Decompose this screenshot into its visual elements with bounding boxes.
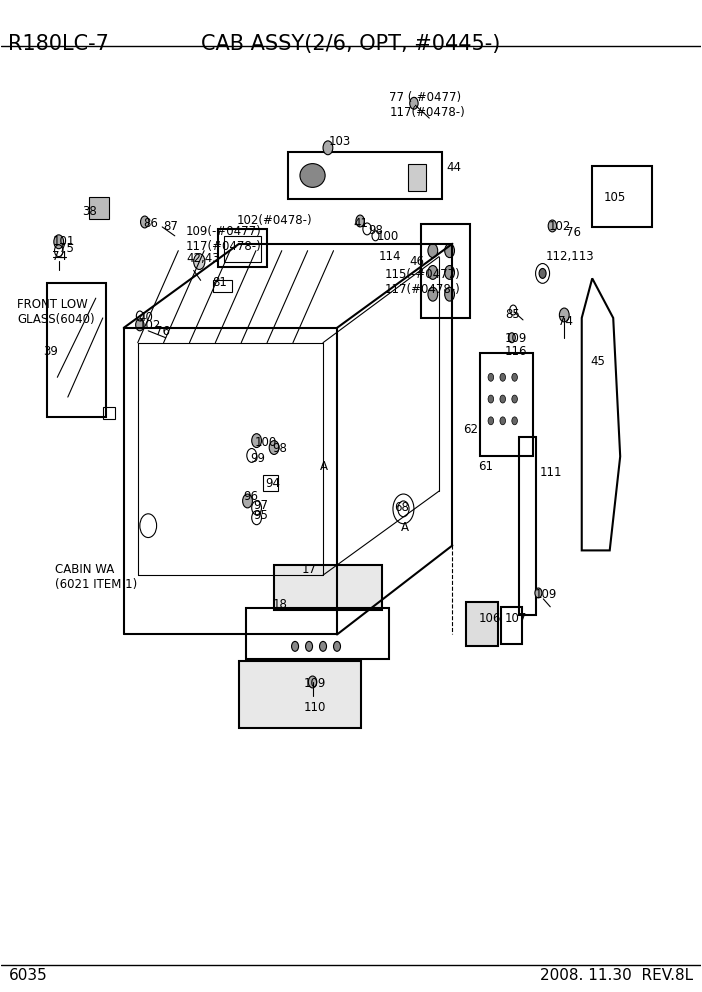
Bar bbox=[218, 229, 267, 267]
Text: 109: 109 bbox=[534, 588, 557, 601]
Bar bbox=[246, 608, 390, 660]
Circle shape bbox=[291, 642, 298, 652]
Bar bbox=[89, 197, 109, 219]
Circle shape bbox=[333, 642, 340, 652]
Circle shape bbox=[428, 244, 438, 258]
Circle shape bbox=[243, 494, 253, 508]
Circle shape bbox=[194, 254, 205, 270]
Bar bbox=[274, 565, 383, 610]
Text: 6035: 6035 bbox=[8, 968, 47, 983]
Text: CAB ASSY(2/6, OPT, #0445-): CAB ASSY(2/6, OPT, #0445-) bbox=[201, 34, 501, 54]
Text: 110: 110 bbox=[303, 701, 326, 714]
Text: 100: 100 bbox=[255, 436, 277, 449]
Text: 74: 74 bbox=[53, 250, 67, 263]
Circle shape bbox=[500, 395, 505, 403]
Text: 97: 97 bbox=[253, 499, 268, 513]
Bar bbox=[102, 407, 115, 419]
Text: 81: 81 bbox=[213, 276, 227, 289]
Text: 111: 111 bbox=[540, 466, 562, 479]
Bar bbox=[421, 224, 470, 318]
Text: 17: 17 bbox=[302, 562, 317, 575]
Text: 109(-#0477)
117(#0478-): 109(-#0477) 117(#0478-) bbox=[186, 225, 262, 253]
Text: 95: 95 bbox=[253, 509, 268, 522]
Circle shape bbox=[428, 266, 438, 280]
Text: 46: 46 bbox=[410, 255, 425, 268]
Circle shape bbox=[319, 642, 326, 652]
Circle shape bbox=[559, 309, 569, 321]
Circle shape bbox=[135, 319, 144, 330]
Bar bbox=[263, 475, 278, 491]
Text: 45: 45 bbox=[590, 355, 605, 368]
Bar bbox=[288, 152, 442, 199]
Text: 40: 40 bbox=[138, 311, 153, 324]
Text: 2008. 11.30  REV.8L: 2008. 11.30 REV.8L bbox=[541, 968, 694, 983]
Text: 61: 61 bbox=[478, 460, 494, 473]
Text: A: A bbox=[402, 521, 409, 534]
Text: 115(-#0477)
117(#0478-): 115(-#0477) 117(#0478-) bbox=[385, 268, 461, 297]
Text: 41: 41 bbox=[354, 217, 369, 230]
Circle shape bbox=[444, 244, 454, 258]
Text: 76: 76 bbox=[155, 325, 170, 338]
Circle shape bbox=[323, 141, 333, 155]
Text: 109: 109 bbox=[505, 332, 527, 345]
Circle shape bbox=[410, 97, 418, 109]
Circle shape bbox=[488, 417, 494, 425]
Text: 114: 114 bbox=[379, 250, 402, 263]
Circle shape bbox=[548, 220, 557, 232]
Text: 94: 94 bbox=[265, 476, 281, 490]
Bar bbox=[47, 284, 106, 417]
Bar bbox=[519, 436, 536, 615]
Text: 86: 86 bbox=[143, 217, 158, 230]
Text: CABIN WA
(6021 ITEM 1): CABIN WA (6021 ITEM 1) bbox=[55, 563, 137, 591]
Text: 102: 102 bbox=[138, 319, 161, 332]
Circle shape bbox=[535, 588, 542, 598]
Text: 102: 102 bbox=[548, 220, 571, 233]
Circle shape bbox=[140, 216, 149, 228]
Bar bbox=[239, 662, 362, 728]
Circle shape bbox=[508, 332, 515, 342]
Circle shape bbox=[428, 288, 438, 302]
Text: 107: 107 bbox=[505, 612, 527, 625]
Circle shape bbox=[444, 288, 454, 302]
Text: 62: 62 bbox=[463, 424, 478, 436]
Text: 18: 18 bbox=[272, 598, 288, 611]
Circle shape bbox=[252, 434, 262, 447]
Text: 102(#0478-): 102(#0478-) bbox=[237, 214, 312, 227]
Bar bbox=[466, 602, 498, 647]
Bar bbox=[409, 164, 426, 191]
Text: 39: 39 bbox=[44, 345, 58, 358]
Text: FRONT LOW
GLASS(6040): FRONT LOW GLASS(6040) bbox=[18, 298, 95, 326]
Text: 112,113: 112,113 bbox=[545, 250, 594, 263]
Circle shape bbox=[356, 215, 364, 227]
Text: 103: 103 bbox=[329, 135, 351, 149]
Bar bbox=[480, 352, 533, 456]
Text: 109: 109 bbox=[303, 678, 326, 690]
Circle shape bbox=[269, 440, 279, 454]
Text: 101: 101 bbox=[53, 235, 75, 248]
Text: 85: 85 bbox=[505, 309, 519, 321]
Bar bbox=[592, 166, 651, 227]
Text: 116: 116 bbox=[505, 345, 527, 358]
Text: 96: 96 bbox=[244, 490, 258, 504]
Circle shape bbox=[512, 373, 517, 381]
Text: 76: 76 bbox=[567, 226, 581, 239]
Circle shape bbox=[308, 676, 317, 687]
Circle shape bbox=[305, 642, 312, 652]
Text: 74: 74 bbox=[558, 315, 573, 328]
Text: 68: 68 bbox=[395, 501, 409, 515]
Circle shape bbox=[539, 269, 546, 279]
Text: R180LC-7: R180LC-7 bbox=[8, 34, 110, 54]
Text: 87: 87 bbox=[164, 220, 178, 233]
Circle shape bbox=[488, 373, 494, 381]
Text: 106: 106 bbox=[478, 612, 501, 625]
Bar bbox=[224, 236, 262, 262]
Text: 100: 100 bbox=[376, 230, 399, 243]
Text: 98: 98 bbox=[368, 224, 383, 237]
Bar bbox=[501, 607, 522, 645]
Ellipse shape bbox=[300, 164, 325, 187]
Text: 99: 99 bbox=[251, 452, 265, 465]
Circle shape bbox=[488, 395, 494, 403]
Text: 77 (-#0477)
117(#0478-): 77 (-#0477) 117(#0478-) bbox=[390, 91, 465, 119]
Text: 44: 44 bbox=[446, 161, 461, 174]
Text: 75: 75 bbox=[59, 242, 74, 255]
